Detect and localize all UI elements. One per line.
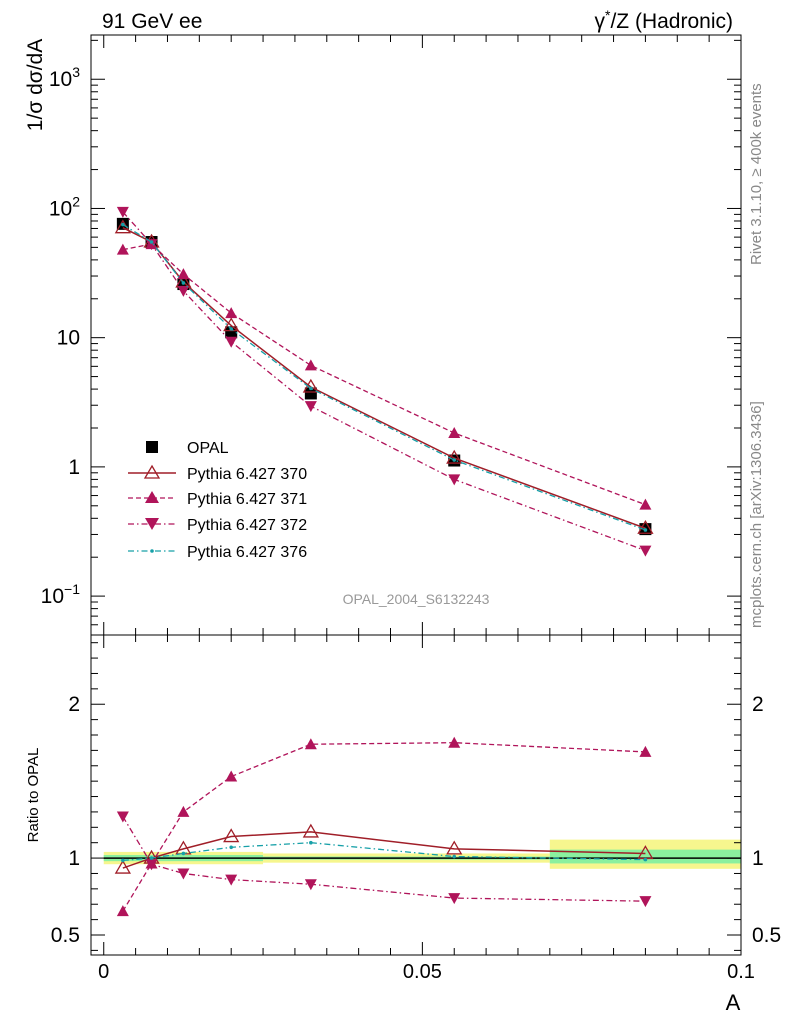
ratio-point-pythia-6-427-372-1: [145, 859, 158, 871]
legend-marker-370: [143, 464, 161, 479]
main-y-tick-label-2: 10: [57, 327, 80, 350]
ratio-line-pythia-6-427-371: [122, 742, 646, 912]
x-tick-label-2: 0.1: [727, 961, 755, 983]
main-point-pythia-6-427-376-1: [149, 240, 154, 244]
legend-label-370: Pythia 6.427 370: [187, 466, 307, 483]
ratio-point-pythia-6-427-376-2: [181, 851, 186, 856]
main-point-pythia-6-427-370-6: [637, 519, 654, 534]
ratio-point-pythia-6-427-372-4: [304, 879, 317, 891]
ratio-panel-frame: [90, 634, 742, 956]
legend-marker-371: [145, 491, 159, 503]
ratio-point-pythia-6-427-372-0: [116, 811, 129, 823]
main-point-pythia-6-427-372-5: [448, 474, 461, 486]
ratio-y-tick-label-left-1: 1: [68, 847, 80, 870]
main-point-pythia-6-427-371-2: [177, 268, 190, 280]
ratio-point-pythia-6-427-376-1: [149, 856, 154, 860]
legend-marker-372: [145, 518, 159, 530]
x-axis-label: A: [726, 990, 741, 1015]
x-tick-label-1: 0.05: [403, 961, 442, 983]
main-y-tick-label-3: 102: [49, 193, 80, 220]
ratio-y-tick-label-right-0: 0.5: [752, 924, 781, 947]
data-series: [114, 206, 654, 917]
ratio-point-pythia-6-427-371-0: [116, 905, 129, 917]
legend-label-opal: OPAL: [187, 440, 229, 457]
legend-entry-371: Pythia 6.427 371: [128, 491, 307, 508]
main-y-tick-label-4: 103: [49, 64, 80, 91]
legend-label-371: Pythia 6.427 371: [187, 491, 307, 508]
main-point-opal-4: [304, 387, 317, 400]
ratio-point-pythia-6-427-370-3: [223, 828, 240, 843]
ratio-point-pythia-6-427-372-2: [177, 868, 190, 880]
ratio-point-pythia-6-427-376-6: [643, 857, 648, 862]
ratio-y-tick-label-right-1: 1: [752, 847, 764, 870]
main-y-tick-label-1: 1: [68, 456, 80, 479]
ratio-y-tick-label-left-0: 0.5: [51, 924, 80, 947]
ratio-y-tick-label-right-2: 2: [752, 693, 764, 716]
header-right: γ*/Z (Hadronic): [595, 7, 733, 33]
ratio-point-pythia-6-427-371-6: [639, 745, 652, 757]
main-point-pythia-6-427-371-6: [639, 498, 652, 510]
analysis-watermark: OPAL_2004_S6132243: [343, 591, 490, 607]
legend-entry-370: Pythia 6.427 370: [128, 464, 307, 483]
main-line-pythia-6-427-370: [122, 227, 646, 529]
main-point-pythia-6-427-371-5: [448, 426, 461, 438]
main-point-pythia-6-427-370-5: [446, 449, 463, 464]
main-point-pythia-6-427-372-2: [177, 285, 190, 297]
legend-label-372: Pythia 6.427 372: [187, 517, 307, 534]
band-green-2: [549, 849, 741, 864]
ratio-point-pythia-6-427-371-4: [304, 738, 317, 750]
ratio-point-pythia-6-427-370-5: [446, 840, 463, 855]
main-point-pythia-6-427-376-4: [309, 386, 313, 391]
main-point-pythia-6-427-376-2: [181, 281, 186, 285]
main-y-axis-label: 1/σ dσ/dA: [24, 39, 47, 131]
main-point-pythia-6-427-372-0: [116, 206, 129, 218]
main-point-pythia-6-427-371-3: [225, 307, 238, 319]
rivet-label: Rivet 3.1.10, ≥ 400k events: [748, 83, 765, 265]
ratio-point-pythia-6-427-370-4: [302, 823, 319, 838]
legend: OPAL Pythia 6.427 370 Pythia 6.427 371 P…: [128, 440, 307, 561]
main-point-pythia-6-427-376-0: [121, 222, 125, 227]
ratio-point-pythia-6-427-372-5: [448, 893, 461, 905]
main-point-pythia-6-427-371-0: [116, 243, 129, 255]
ratio-point-pythia-6-427-370-0: [114, 859, 131, 874]
ratio-y-tick-label-left-2: 2: [68, 693, 80, 716]
ratio-point-pythia-6-427-371-3: [225, 770, 238, 782]
main-point-pythia-6-427-372-1: [145, 239, 158, 251]
legend-label-376: Pythia 6.427 376: [187, 544, 307, 561]
legend-marker-376: [150, 549, 154, 553]
main-point-pythia-6-427-371-4: [304, 359, 317, 371]
legend-entry-372: Pythia 6.427 372: [128, 517, 307, 534]
main-point-pythia-6-427-376-3: [229, 327, 233, 331]
tick-labels: 0 0.05 0.1 10−1 1 10 102 103 0.5 0.5 1 1 2 2: [41, 64, 782, 983]
main-point-pythia-6-427-376-5: [452, 458, 457, 462]
legend-entry-376: Pythia 6.427 376: [128, 544, 307, 561]
main-point-pythia-6-427-372-4: [304, 401, 317, 413]
main-y-tick-label-0: 10−1: [41, 581, 81, 608]
main-point-pythia-6-427-372-6: [639, 545, 652, 557]
ratio-y-axis-label: Ratio to OPAL: [25, 748, 42, 843]
ratio-point-pythia-6-427-376-4: [309, 840, 313, 845]
axes-ticks: [91, 35, 742, 955]
ratio-point-pythia-6-427-372-6: [639, 896, 652, 908]
ratio-point-pythia-6-427-376-0: [121, 858, 125, 863]
ratio-point-pythia-6-427-376-5: [452, 854, 457, 859]
ratio-point-pythia-6-427-372-3: [225, 874, 238, 886]
x-tick-label-0: 0: [98, 961, 109, 983]
ratio-point-pythia-6-427-371-2: [177, 805, 190, 817]
main-point-opal-3: [225, 326, 238, 339]
ratio-point-pythia-6-427-371-5: [448, 736, 461, 748]
legend-marker-opal: [146, 441, 158, 453]
legend-entry-opal: OPAL: [146, 440, 229, 457]
main-point-pythia-6-427-372-3: [225, 336, 238, 348]
header-left: 91 GeV ee: [102, 10, 202, 33]
main-point-pythia-6-427-376-6: [643, 528, 648, 532]
mcplots-label: mcplots.cern.ch [arXiv:1306.3436]: [748, 401, 765, 628]
main-line-pythia-6-427-376: [122, 224, 646, 531]
ratio-point-pythia-6-427-376-3: [229, 845, 233, 850]
